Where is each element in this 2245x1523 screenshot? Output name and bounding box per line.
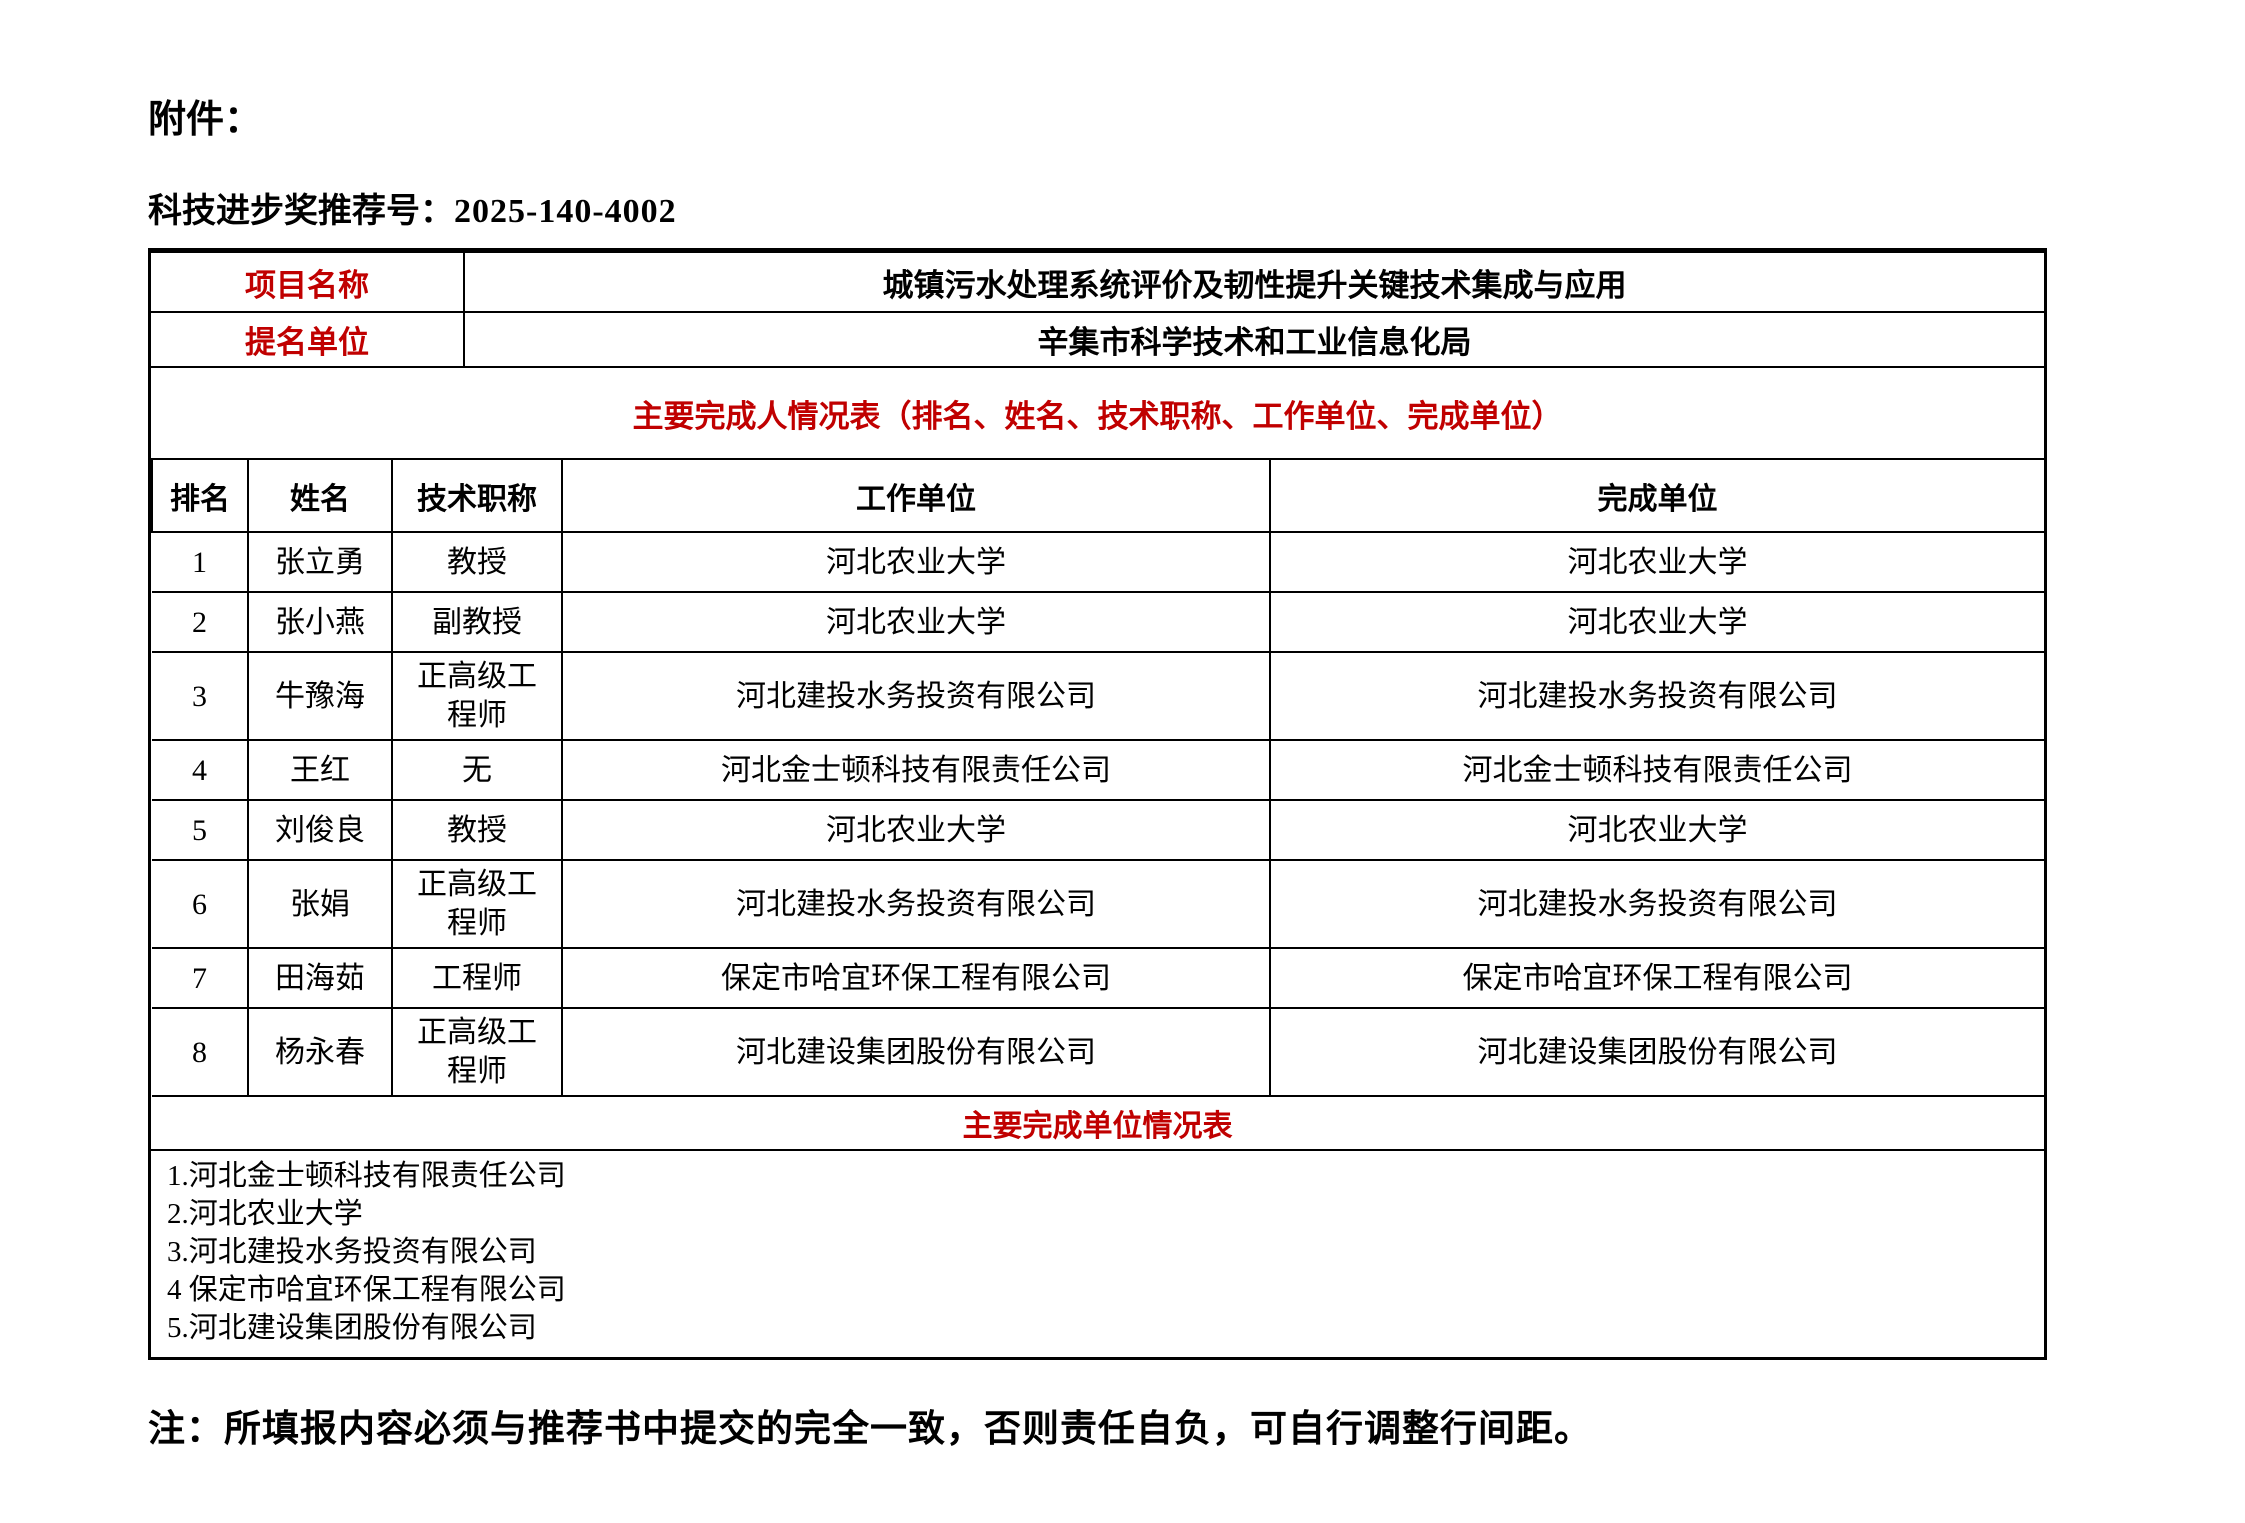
name-cell: 牛豫海 xyxy=(247,651,393,741)
units-list: 1.河北金士顿科技有限责任公司 2.河北农业大学 3.河北建投水务投资有限公司 … xyxy=(151,1151,2044,1357)
info-row: 项目名称 城镇污水处理系统评价及韧性提升关键技术集成与应用 xyxy=(151,251,2044,313)
rank-cell: 7 xyxy=(152,947,249,1009)
work-unit-cell: 河北建设集团股份有限公司 xyxy=(561,1007,1271,1097)
unit-list-item: 5.河北建设集团股份有限公司 xyxy=(167,1312,537,1344)
name-cell: 杨永春 xyxy=(247,1007,393,1097)
column-header: 技术职称 xyxy=(391,460,563,533)
unit-list-item: 2.河北农业大学 xyxy=(167,1198,363,1230)
table-row: 2 张小燕 副教授 河北农业大学 河北农业大学 xyxy=(152,591,2044,653)
work-unit-cell: 河北建投水务投资有限公司 xyxy=(561,651,1271,741)
table-row: 5 刘俊良 教授 河北农业大学 河北农业大学 xyxy=(152,799,2044,861)
completers-table: 排名 姓名 技术职称 工作单位 完成单位 1 张立勇 xyxy=(151,460,2044,1097)
work-unit-cell: 河北农业大学 xyxy=(561,799,1271,861)
completers-header-row: 排名 姓名 技术职称 工作单位 完成单位 xyxy=(151,460,2044,533)
info-row-value: 辛集市科学技术和工业信息化局 xyxy=(463,311,2044,368)
column-header: 排名 xyxy=(151,460,249,533)
name-cell: 王红 xyxy=(247,739,393,801)
work-unit-cell: 河北农业大学 xyxy=(561,591,1271,653)
column-header: 姓名 xyxy=(247,460,393,533)
column-header: 完成单位 xyxy=(1269,460,2044,533)
table-row: 7 田海茹 工程师 保定市哈宜环保工程有限公司 保定市哈宜环保工程有限公司 xyxy=(152,947,2044,1009)
title-cell: 无 xyxy=(391,739,563,801)
completion-unit-cell: 河北农业大学 xyxy=(1269,799,2044,861)
recommendation-number-line: 科技进步奖推荐号：2025-140-4002 xyxy=(148,183,677,232)
completion-unit-cell: 河北建投水务投资有限公司 xyxy=(1269,651,2044,741)
award-table: 项目名称 城镇污水处理系统评价及韧性提升关键技术集成与应用 提名单位 辛集市科学… xyxy=(148,248,2047,1360)
rank-cell: 8 xyxy=(152,1007,249,1097)
unit-list-item: 3.河北建投水务投资有限公司 xyxy=(167,1236,537,1268)
rank-cell: 5 xyxy=(152,799,249,861)
table-row: 3 牛豫海 正高级工程师 河北建投水务投资有限公司 河北建投水务投资有限公司 xyxy=(152,651,2044,741)
rank-cell: 4 xyxy=(152,739,249,801)
title-cell: 工程师 xyxy=(391,947,563,1009)
recommendation-number: 2025-140-4002 xyxy=(454,193,677,230)
completion-unit-cell: 保定市哈宜环保工程有限公司 xyxy=(1269,947,2044,1009)
name-cell: 张立勇 xyxy=(247,531,393,593)
completers-banner: 主要完成人情况表（排名、姓名、技术职称、工作单位、完成单位） xyxy=(151,368,2044,460)
title-cell: 教授 xyxy=(391,531,563,593)
rank-cell: 1 xyxy=(152,531,249,593)
project-info-table: 项目名称 城镇污水处理系统评价及韧性提升关键技术集成与应用 提名单位 辛集市科学… xyxy=(151,251,2044,368)
work-unit-cell: 河北金士顿科技有限责任公司 xyxy=(561,739,1271,801)
completion-unit-cell: 河北建投水务投资有限公司 xyxy=(1269,859,2044,949)
table-row: 1 张立勇 教授 河北农业大学 河北农业大学 xyxy=(152,531,2044,593)
completion-unit-cell: 河北农业大学 xyxy=(1269,531,2044,593)
units-banner: 主要完成单位情况表 xyxy=(151,1097,2044,1151)
work-unit-cell: 河北农业大学 xyxy=(561,531,1271,593)
name-cell: 刘俊良 xyxy=(247,799,393,861)
title-cell: 教授 xyxy=(391,799,563,861)
title-cell: 正高级工程师 xyxy=(391,859,563,949)
table-row: 8 杨永春 正高级工程师 河北建设集团股份有限公司 河北建设集团股份有限公司 xyxy=(152,1007,2044,1097)
table-row: 4 王红 无 河北金士顿科技有限责任公司 河北金士顿科技有限责任公司 xyxy=(152,739,2044,801)
title-cell: 正高级工程师 xyxy=(391,651,563,741)
work-unit-cell: 河北建投水务投资有限公司 xyxy=(561,859,1271,949)
completion-unit-cell: 河北农业大学 xyxy=(1269,591,2044,653)
title-cell: 副教授 xyxy=(391,591,563,653)
info-row-value: 城镇污水处理系统评价及韧性提升关键技术集成与应用 xyxy=(463,251,2044,313)
name-cell: 张娟 xyxy=(247,859,393,949)
table-row: 6 张娟 正高级工程师 河北建投水务投资有限公司 河北建投水务投资有限公司 xyxy=(152,859,2044,949)
title-cell: 正高级工程师 xyxy=(391,1007,563,1097)
unit-list-item: 1.河北金士顿科技有限责任公司 xyxy=(167,1160,566,1192)
rank-cell: 2 xyxy=(152,591,249,653)
name-cell: 田海茹 xyxy=(247,947,393,1009)
attachment-label: 附件： xyxy=(148,99,263,141)
completion-unit-cell: 河北建设集团股份有限公司 xyxy=(1269,1007,2044,1097)
info-row-label: 项目名称 xyxy=(151,251,465,313)
info-row: 提名单位 辛集市科学技术和工业信息化局 xyxy=(151,311,2044,368)
name-cell: 张小燕 xyxy=(247,591,393,653)
column-header: 工作单位 xyxy=(561,460,1271,533)
note-text: 注：所填报内容必须与推荐书中提交的完全一致，否则责任自负，可自行调整行间距。 xyxy=(148,1409,1592,1450)
work-unit-cell: 保定市哈宜环保工程有限公司 xyxy=(561,947,1271,1009)
completion-unit-cell: 河北金士顿科技有限责任公司 xyxy=(1269,739,2044,801)
rank-cell: 6 xyxy=(152,859,249,949)
unit-list-item: 4 保定市哈宜环保工程有限公司 xyxy=(167,1274,566,1306)
rank-cell: 3 xyxy=(152,651,249,741)
recommendation-label: 科技进步奖推荐号： xyxy=(148,193,454,230)
info-row-label: 提名单位 xyxy=(151,311,465,368)
